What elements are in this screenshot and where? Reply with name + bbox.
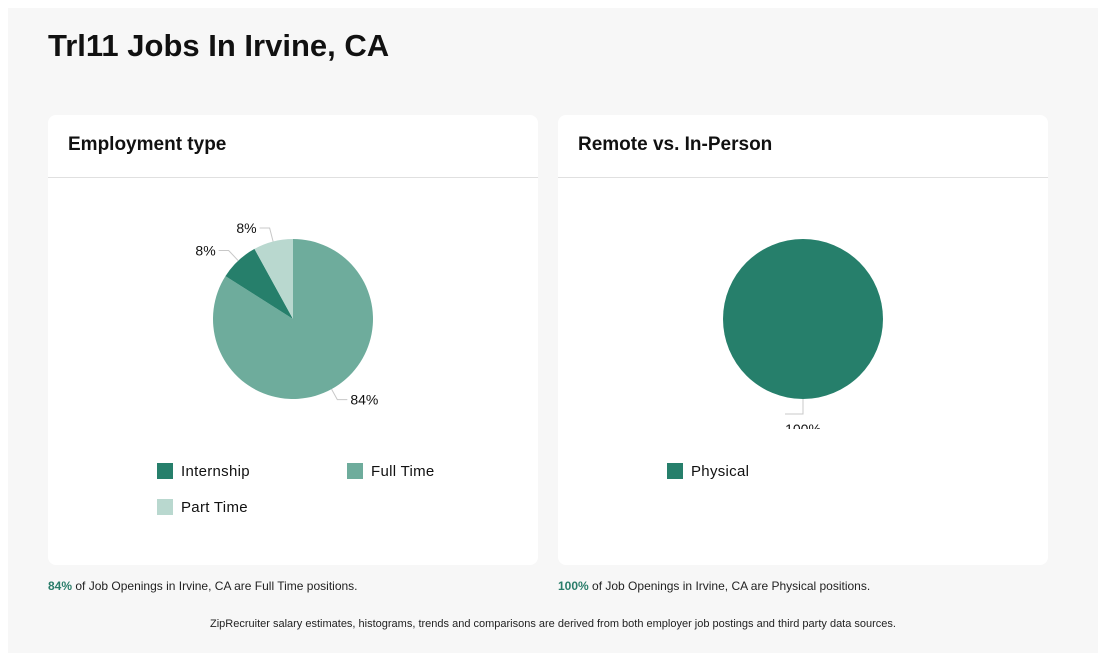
caption-percentage: 100% (558, 579, 589, 593)
pie-slice-part-time (254, 239, 293, 319)
slice-label-full-time: 84% (350, 392, 378, 408)
employment-type-card: Employment type 84% 8% 8% Internship Full … (48, 115, 538, 565)
slice-label-internship: 8% (195, 242, 215, 258)
employment-type-pie-chart: 84% 8% 8% (195, 220, 378, 408)
legend-swatch (157, 499, 173, 515)
chart-title: Remote vs. In-Person (578, 134, 773, 155)
pie-slice-physical (723, 239, 883, 399)
employment-type-caption: 84% of Job Openings in Irvine, CA are Fu… (48, 579, 358, 593)
slice-label-part-time: 8% (236, 220, 256, 236)
card-header: Employment type (48, 115, 538, 178)
legend-label: Internship (181, 462, 250, 480)
legend-label: Full Time (371, 462, 435, 480)
caption-text: of Job Openings in Irvine, CA are Full T… (72, 579, 358, 593)
leader-line (331, 388, 348, 401)
legend-label: Physical (691, 462, 750, 480)
page-title: Trl11 Jobs In Irvine, CA (48, 28, 390, 63)
slice-label-physical: 100% (785, 421, 821, 429)
card-header: Remote vs. In-Person (558, 115, 1048, 178)
remote-vs-in-person-pie-chart: 100% (723, 239, 883, 429)
legend-item-part-time: Part Time (157, 498, 248, 516)
legend-item-physical: Physical (667, 462, 749, 480)
caption-text: of Job Openings in Irvine, CA are Physic… (588, 579, 871, 593)
legend-label: Part Time (181, 498, 248, 516)
legend-swatch (157, 463, 173, 479)
leader-line (259, 227, 274, 242)
remote-vs-in-person-card: Remote vs. In-Person 100% Physical (558, 115, 1048, 565)
leader-line (785, 399, 804, 415)
caption-percentage: 84% (48, 579, 73, 593)
leader-line (218, 249, 239, 262)
remote-caption: 100% of Job Openings in Irvine, CA are P… (558, 579, 870, 593)
legend-item-internship: Internship (157, 462, 250, 480)
legend-item-full-time: Full Time (347, 462, 435, 480)
chart-title: Employment type (68, 134, 227, 155)
legend-swatch (347, 463, 363, 479)
footnote: ZipRecruiter salary estimates, histogram… (210, 618, 896, 630)
pie-slice-full-time (213, 239, 374, 399)
legend-swatch (667, 463, 683, 479)
pie-slice-internship (225, 248, 293, 319)
